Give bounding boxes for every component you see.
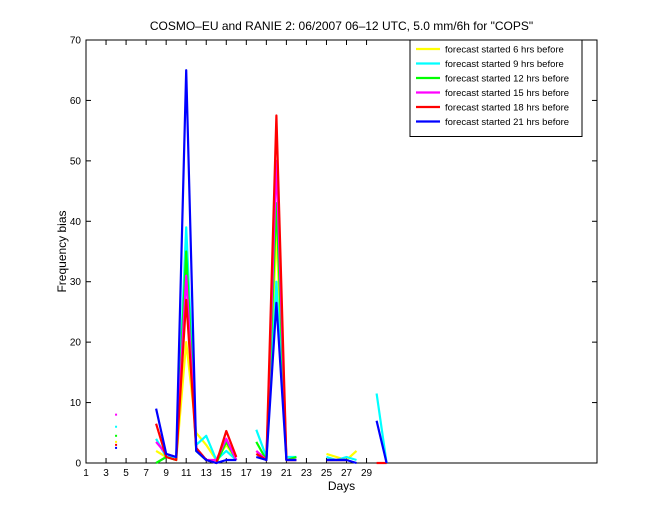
legend-entry: forecast started 9 hrs before [445, 59, 564, 70]
x-tick-label: 27 [341, 468, 353, 479]
x-tick-label: 29 [361, 468, 373, 479]
legend-entry: forecast started 12 hrs before [445, 73, 569, 84]
legend: forecast started 6 hrs before forecast st… [409, 39, 583, 137]
x-tick-label: 11 [181, 468, 192, 479]
y-tick-label: 30 [70, 277, 82, 288]
y-axis: 0 10 20 30 40 50 60 70 [70, 36, 597, 470]
y-tick-label: 50 [70, 156, 82, 167]
x-tick-label: 21 [281, 468, 293, 479]
y-axis-label: Frequency bias [55, 210, 69, 292]
x-tick-label: 3 [103, 468, 109, 479]
x-tick-label: 17 [241, 468, 253, 479]
y-tick-label: 0 [75, 459, 81, 470]
series-line [155, 69, 237, 465]
x-tick-label: 1 [83, 468, 89, 479]
series-line [326, 458, 357, 465]
chart-title: COSMO–EU and RANIE 2: 06/2007 06–12 UTC,… [150, 19, 533, 33]
data-point [115, 440, 118, 443]
data-point [115, 425, 118, 428]
x-tick-label: 7 [143, 468, 149, 479]
y-tick-label: 60 [70, 96, 82, 107]
series-line [375, 420, 388, 464]
x-tick-label: 19 [261, 468, 273, 479]
data-point [115, 446, 118, 449]
series-layer [115, 69, 388, 465]
series-line [255, 280, 297, 459]
x-tick-label: 5 [123, 468, 129, 479]
x-tick-label: 23 [301, 468, 313, 479]
data-point [115, 443, 118, 446]
x-tick-label: 13 [201, 468, 213, 479]
y-tick-label: 70 [70, 36, 82, 47]
y-tick-label: 40 [70, 217, 82, 228]
legend-entry: forecast started 15 hrs before [445, 88, 569, 99]
legend-entry: forecast started 6 hrs before [445, 44, 564, 55]
data-point [115, 413, 118, 416]
x-axis-label: Days [328, 479, 355, 493]
series-6 [115, 69, 388, 465]
series-line [326, 455, 357, 462]
x-tick-label: 15 [221, 468, 233, 479]
legend-entry: forecast started 21 hrs before [445, 117, 569, 128]
x-tick-label: 9 [163, 468, 169, 479]
legend-entry: forecast started 18 hrs before [445, 102, 569, 113]
series-line [255, 301, 297, 462]
x-tick-label: 25 [321, 468, 333, 479]
data-point [115, 434, 118, 437]
y-tick-label: 10 [70, 398, 82, 409]
y-tick-label: 20 [70, 338, 82, 349]
